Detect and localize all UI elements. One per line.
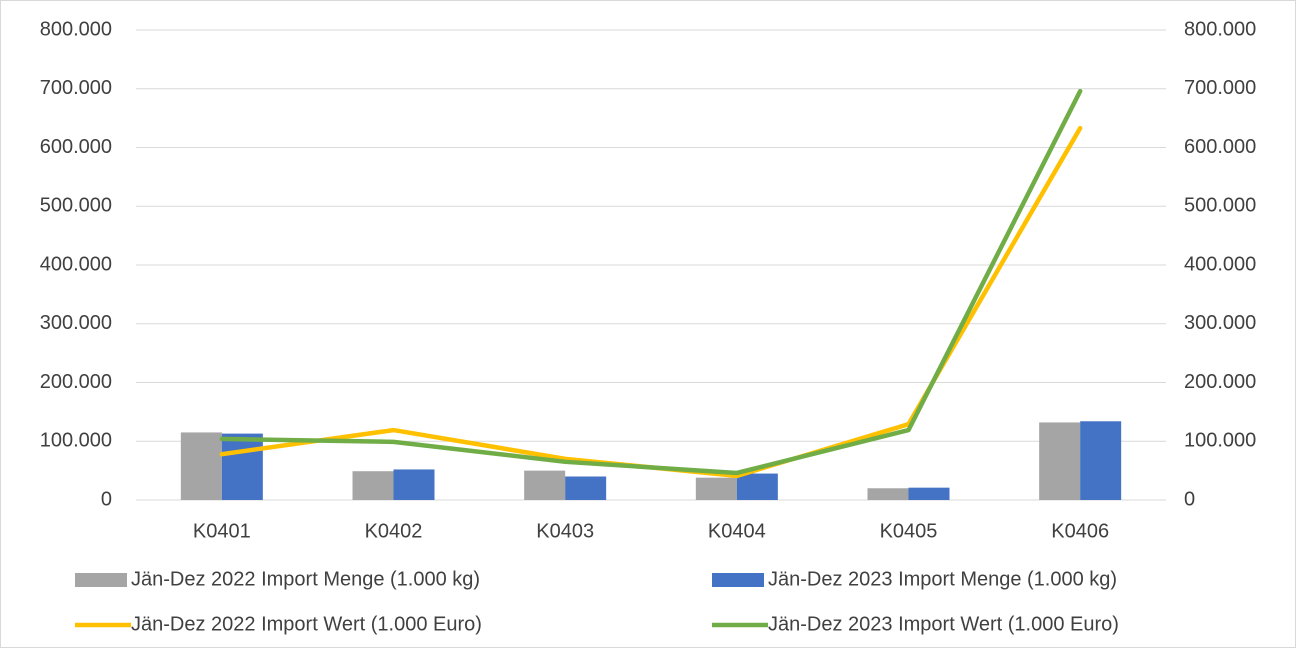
bar	[524, 470, 566, 500]
legend-label: Jän-Dez 2023 Import Menge (1.000 kg)	[768, 568, 1117, 590]
bar	[908, 487, 950, 500]
y2-tick-label: 800.000	[1184, 18, 1256, 40]
y-tick-label: 100.000	[40, 430, 112, 452]
bar	[221, 433, 263, 500]
x-tick-label: K0404	[708, 520, 766, 542]
y-tick-label: 200.000	[40, 371, 112, 393]
bar	[393, 469, 435, 500]
y-tick-label: 300.000	[40, 312, 112, 334]
y2-tick-label: 200.000	[1184, 371, 1256, 393]
y-tick-label: 800.000	[40, 18, 112, 40]
y2-tick-label: 100.000	[1184, 430, 1256, 452]
y-tick-label: 500.000	[40, 195, 112, 217]
bar	[867, 488, 909, 500]
y2-tick-label: 600.000	[1184, 136, 1256, 158]
legend-label: Jän-Dez 2022 Import Menge (1.000 kg)	[131, 568, 480, 590]
y-tick-label: 700.000	[40, 77, 112, 99]
legend-label: Jän-Dez 2022 Import Wert (1.000 Euro)	[131, 613, 482, 635]
y2-tick-label: 700.000	[1184, 77, 1256, 99]
x-tick-label: K0401	[193, 520, 251, 542]
bar	[1080, 421, 1122, 500]
line	[219, 88, 1083, 476]
x-tick-label: K0402	[365, 520, 423, 542]
y2-tick-label: 400.000	[1184, 253, 1256, 275]
y2-tick-label: 0	[1184, 488, 1195, 510]
bar	[565, 476, 607, 500]
bar	[1039, 422, 1081, 500]
x-tick-label: K0403	[536, 520, 594, 542]
y-tick-label: 0	[101, 488, 112, 510]
legend-swatch	[75, 573, 127, 587]
legend-label: Jän-Dez 2023 Import Wert (1.000 Euro)	[768, 613, 1119, 635]
y-tick-label: 600.000	[40, 136, 112, 158]
bar	[695, 477, 737, 500]
bar	[736, 473, 778, 500]
x-tick-label: K0406	[1051, 520, 1109, 542]
legend-swatch	[712, 573, 764, 587]
y-tick-label: 400.000	[40, 253, 112, 275]
y2-tick-label: 500.000	[1184, 195, 1256, 217]
bar	[352, 471, 394, 500]
bar	[180, 432, 222, 500]
y2-tick-label: 300.000	[1184, 312, 1256, 334]
x-tick-label: K0405	[880, 520, 938, 542]
